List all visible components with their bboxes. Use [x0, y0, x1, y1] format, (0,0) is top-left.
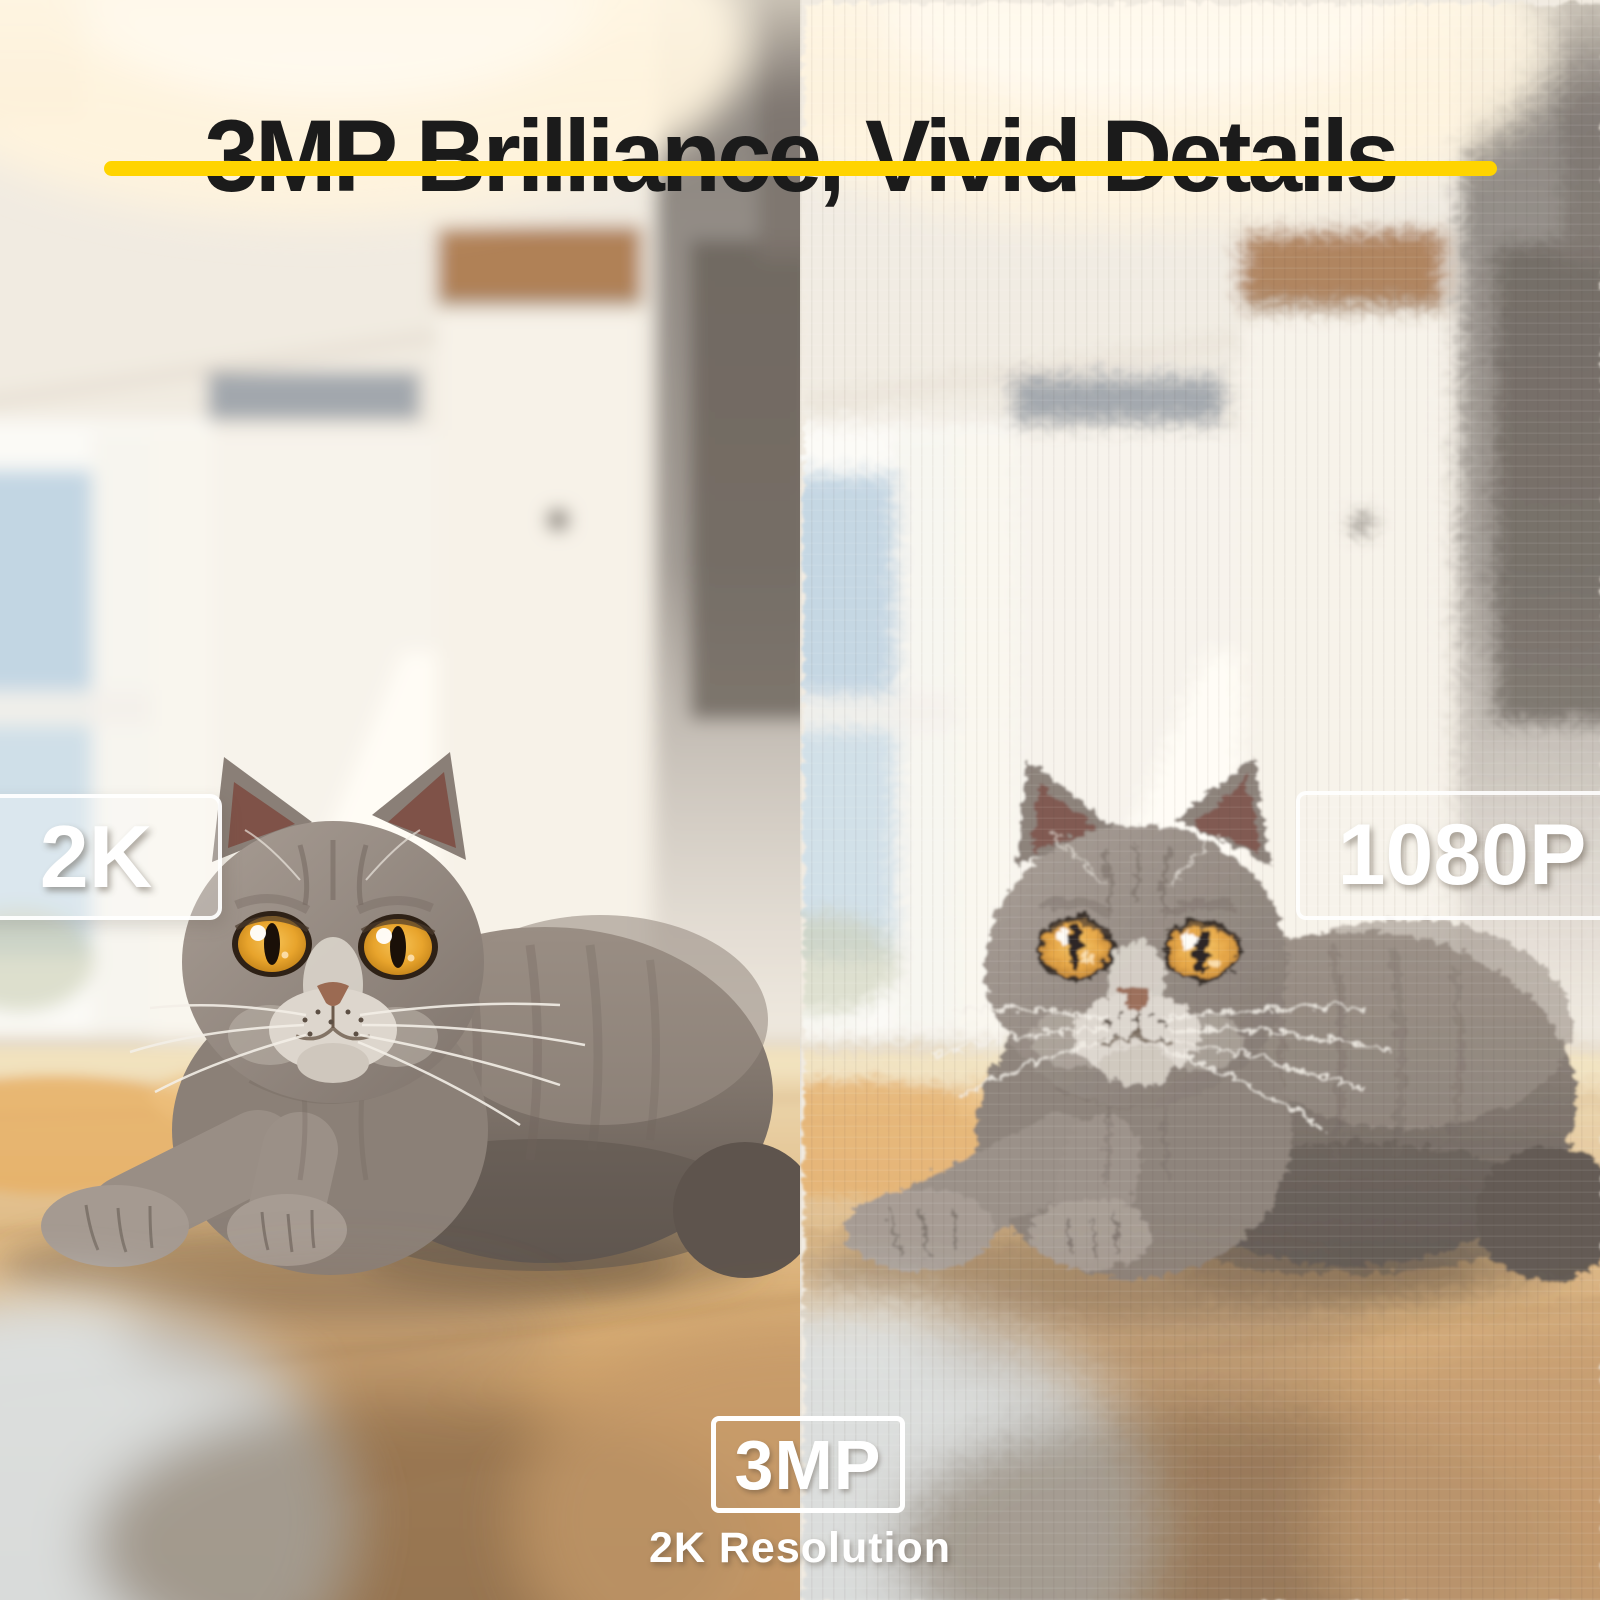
- title-underline: [104, 161, 1497, 176]
- megapixel-badge: 3MP: [711, 1416, 905, 1513]
- page-title: 3MP Brilliance, Vivid Details: [204, 99, 1399, 214]
- megapixel-badge-label: 3MP: [734, 1425, 882, 1504]
- resolution-badge-1080p-label: 1080P: [1337, 807, 1587, 903]
- resolution-badge-1080p: 1080P: [1296, 791, 1600, 920]
- resolution-badge-2k-label: 2K: [39, 807, 153, 906]
- resolution-badge-2k: 2K: [0, 794, 222, 920]
- resolution-caption: 2K Resolution: [648, 1524, 952, 1572]
